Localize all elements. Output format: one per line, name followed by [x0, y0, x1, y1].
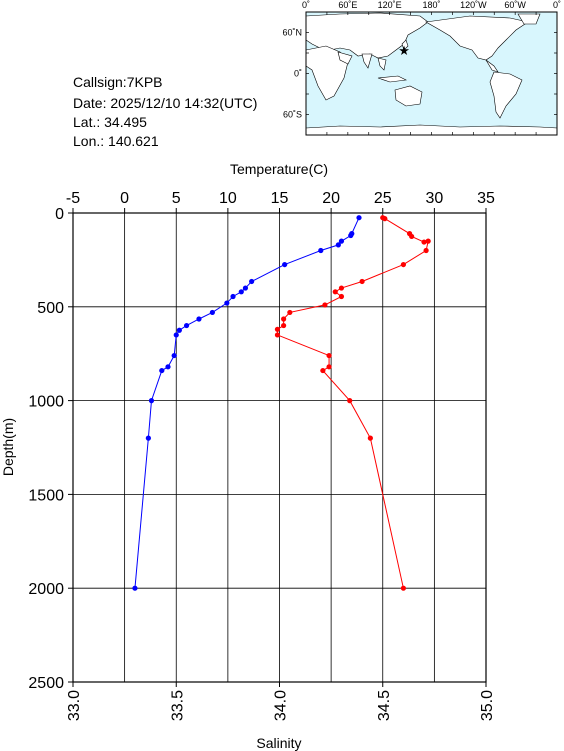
temperature-tick-label: 15 [271, 190, 289, 207]
salinity-data-point [338, 293, 345, 300]
date-text: Date: 2025/12/10 14:32(UTC) [73, 95, 257, 111]
salinity-data-point [359, 278, 365, 285]
salinity-tick-labels: 33.0 33.5 34.0 34.5 35.0 [66, 682, 496, 721]
temperature-tick-label: -5 [66, 190, 80, 207]
salinity-profile-line [276, 217, 429, 589]
depth-tick-label: 0 [55, 206, 64, 223]
salinity-data-point [326, 352, 332, 359]
station-info: Callsign:7KPB Date: 2025/12/10 14:32(UTC… [73, 74, 257, 149]
temperature-data-point [338, 238, 345, 244]
temperature-data-point [165, 364, 171, 370]
salinity-data-point [409, 233, 415, 240]
map-left-labels: 60˚N 0˚ 60˚S [282, 28, 302, 120]
temperature-data-point [209, 309, 215, 316]
salinity-data-point [382, 216, 388, 222]
temperature-tick-labels: -5 0 5 10 15 20 25 30 35 [66, 190, 495, 213]
temperature-profile-line [134, 217, 360, 589]
map-longitude-label: 180˚ [422, 0, 440, 10]
salinity-data-point [320, 367, 326, 374]
salinity-data-point [367, 435, 373, 441]
salinity-data-point [338, 285, 345, 291]
salinity-data-point [347, 398, 353, 404]
temperature-data-point [238, 289, 244, 295]
temperature-data-point [230, 293, 236, 300]
salinity-tick-label: 33.5 [169, 690, 186, 721]
map-latitude-label: 60˚N [282, 28, 302, 38]
profile-plot: -5 0 5 10 15 20 25 30 35 33.0 33.5 34.0 34.5 35.0 05… [0, 161, 496, 751]
depth-tick-label: 1500 [28, 487, 64, 504]
depth-tick-label: 500 [37, 300, 64, 317]
salinity-data-point [322, 302, 328, 308]
temperature-data-point [249, 278, 255, 285]
temperature-data-point [282, 261, 288, 268]
profile-series [132, 215, 431, 591]
salinity-data-point [281, 316, 287, 322]
depth-tick-label: 2000 [28, 581, 64, 598]
temperature-data-point [224, 300, 230, 306]
salinity-data-point [421, 239, 427, 245]
temperature-data-point [356, 215, 362, 221]
salinity-data-point [287, 309, 293, 316]
map-ticks [305, 12, 558, 135]
salinity-data-point [326, 364, 332, 370]
map-longitude-label: 0˚ [302, 0, 310, 10]
temperature-data-point [148, 398, 155, 404]
temperature-data-point [242, 285, 249, 291]
temperature-data-point [145, 435, 151, 441]
temperature-data-point [176, 327, 182, 333]
temperature-data-point [132, 585, 138, 591]
salinity-data-point [332, 289, 338, 295]
map-top-labels: 0˚ 60˚E 120˚E 180˚ 120˚W 60˚W 0˚ [302, 0, 561, 10]
salinity-tick-label: 33.0 [66, 690, 83, 721]
depth-tick-label: 2500 [28, 675, 64, 692]
map-latitude-label: 60˚S [283, 110, 302, 120]
longitude-text: Lon.: 140.621 [73, 133, 159, 149]
temperature-tick-label: 35 [477, 190, 495, 207]
callsign-text: Callsign:7KPB [73, 74, 163, 90]
salinity-data-point [281, 322, 287, 329]
map-longitude-label: 60˚E [338, 0, 357, 10]
depth-axis-title: Depth(m) [0, 418, 16, 476]
salinity-data-point [400, 585, 406, 591]
plot-grid [72, 212, 487, 683]
map-longitude-label: 120˚E [378, 0, 402, 10]
salinity-data-point [274, 332, 281, 338]
temperature-tick-label: 5 [172, 190, 181, 207]
salinity-data-point [425, 238, 431, 244]
map-longitude-label: 60˚W [504, 0, 526, 10]
temperature-data-point [335, 242, 341, 248]
salinity-tick-label: 34.5 [376, 690, 393, 721]
world-map-inset: 0˚ 60˚E 120˚E 180˚ 120˚W 60˚W 0˚ 60˚N 0˚ 60˚S ★ [282, 0, 561, 136]
temperature-data-point [196, 316, 202, 322]
salinity-tick-label: 35.0 [479, 690, 496, 721]
depth-tick-labels: 0 500 1000 1500 2000 2500 [28, 206, 73, 692]
station-marker-icon: ★ [398, 43, 410, 58]
temperature-axis-title: Temperature(C) [230, 161, 328, 177]
temperature-tick-label: 20 [322, 190, 340, 207]
latitude-text: Lat.: 34.495 [73, 114, 147, 130]
temperature-tick-label: 0 [120, 190, 129, 207]
temperature-data-point [159, 367, 165, 374]
map-latitude-label: 0˚ [294, 69, 302, 79]
map-longitude-label: 0˚ [553, 0, 561, 10]
temperature-tick-label: 30 [425, 190, 443, 207]
temperature-data-point [173, 332, 179, 338]
temperature-data-point [348, 232, 354, 239]
temperature-tick-label: 25 [374, 190, 392, 207]
depth-tick-label: 1000 [28, 394, 64, 411]
map-longitude-label: 120˚W [460, 0, 487, 10]
temperature-tick-label: 10 [219, 190, 237, 207]
salinity-tick-label: 34.0 [273, 690, 290, 721]
temperature-data-point [183, 322, 190, 329]
salinity-axis-title: Salinity [256, 735, 301, 751]
salinity-data-point [274, 326, 281, 332]
temperature-data-point [318, 247, 324, 254]
salinity-data-point [400, 261, 406, 268]
temperature-data-point [171, 352, 177, 359]
salinity-data-point [423, 247, 429, 254]
